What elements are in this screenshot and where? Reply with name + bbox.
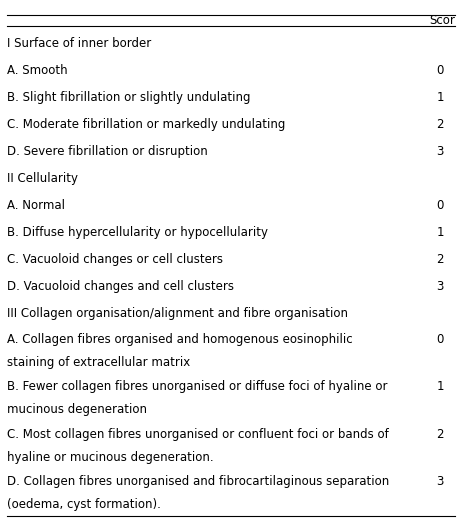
Text: D. Severe fibrillation or disruption: D. Severe fibrillation or disruption (7, 145, 208, 158)
Text: 0: 0 (437, 64, 444, 77)
Text: C. Vacuoloid changes or cell clusters: C. Vacuoloid changes or cell clusters (7, 253, 223, 266)
Text: B. Fewer collagen fibres unorganised or diffuse foci of hyaline or: B. Fewer collagen fibres unorganised or … (7, 380, 388, 393)
Text: I Surface of inner border: I Surface of inner border (7, 36, 151, 50)
Text: (oedema, cyst formation).: (oedema, cyst formation). (7, 498, 161, 511)
Text: D. Vacuoloid changes and cell clusters: D. Vacuoloid changes and cell clusters (7, 280, 234, 293)
Text: 3: 3 (437, 280, 444, 293)
Text: Scor: Scor (429, 14, 455, 27)
Text: 1: 1 (437, 91, 444, 103)
Text: 2: 2 (437, 428, 444, 440)
Text: staining of extracellular matrix: staining of extracellular matrix (7, 356, 190, 369)
Text: 1: 1 (437, 380, 444, 393)
Text: 0: 0 (437, 199, 444, 212)
Text: II Cellularity: II Cellularity (7, 172, 78, 185)
Text: hyaline or mucinous degeneration.: hyaline or mucinous degeneration. (7, 450, 213, 464)
Text: 3: 3 (437, 475, 444, 488)
Text: A. Collagen fibres organised and homogenous eosinophilic: A. Collagen fibres organised and homogen… (7, 333, 353, 346)
Text: mucinous degeneration: mucinous degeneration (7, 403, 147, 416)
Text: 2: 2 (437, 253, 444, 266)
Text: B. Slight fibrillation or slightly undulating: B. Slight fibrillation or slightly undul… (7, 91, 250, 103)
Text: 2: 2 (437, 118, 444, 131)
Text: A. Normal: A. Normal (7, 199, 65, 212)
Text: C. Most collagen fibres unorganised or confluent foci or bands of: C. Most collagen fibres unorganised or c… (7, 428, 389, 440)
Text: B. Diffuse hypercellularity or hypocellularity: B. Diffuse hypercellularity or hypocellu… (7, 226, 268, 239)
Text: C. Moderate fibrillation or markedly undulating: C. Moderate fibrillation or markedly und… (7, 118, 286, 131)
Text: A. Smooth: A. Smooth (7, 64, 67, 77)
Text: D. Collagen fibres unorganised and fibrocartilaginous separation: D. Collagen fibres unorganised and fibro… (7, 475, 389, 488)
Text: 0: 0 (437, 333, 444, 346)
Text: 3: 3 (437, 145, 444, 158)
Text: III Collagen organisation/alignment and fibre organisation: III Collagen organisation/alignment and … (7, 307, 348, 320)
Text: 1: 1 (437, 226, 444, 239)
